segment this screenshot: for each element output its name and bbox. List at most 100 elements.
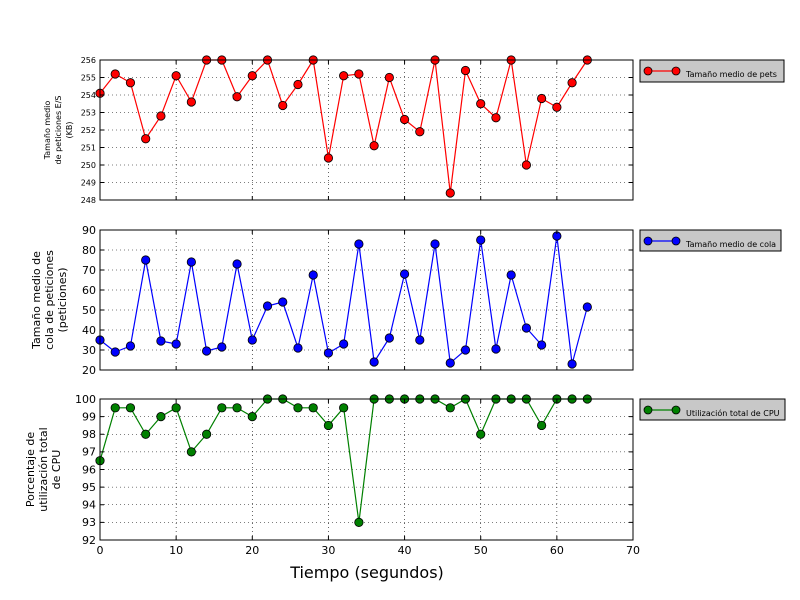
series-markers — [95, 55, 592, 198]
data-point — [278, 297, 288, 307]
data-point — [430, 239, 440, 249]
y-tick-label: 94 — [82, 499, 96, 512]
y-tick-label: 20 — [82, 364, 96, 377]
chart-panel-1: 248 249 250 251 252 253 254 255 256 Tamaño medio d… — [43, 55, 785, 205]
legend-box — [639, 398, 786, 421]
y-axis-label-line: de CPU — [50, 450, 63, 490]
data-point — [125, 78, 136, 88]
data-point — [445, 358, 455, 368]
legend-marker — [643, 405, 653, 415]
y-tick-label: 40 — [82, 324, 96, 337]
y-tick-label: 80 — [82, 244, 96, 257]
data-point — [339, 403, 349, 413]
x-tick-label: 70 — [626, 544, 640, 557]
y-tick-label: 50 — [82, 304, 96, 317]
y-tick-label: 256 — [81, 56, 96, 65]
x-tick-label: 60 — [550, 544, 564, 557]
y-tick-label: 60 — [82, 284, 96, 297]
data-point — [247, 335, 257, 345]
data-point — [156, 111, 166, 121]
data-point — [186, 447, 196, 457]
y-tick-label: 95 — [82, 481, 96, 494]
data-point — [567, 359, 577, 369]
legend: Utilización total de CPU — [639, 398, 786, 421]
data-point — [399, 269, 410, 279]
y-axis-label: Tamaño medio de cola de peticiones (petici… — [30, 250, 69, 350]
y-tick-label: 97 — [82, 446, 96, 459]
y-tick-label: 96 — [82, 463, 96, 476]
x-tick-label: 50 — [474, 544, 488, 557]
data-point — [552, 102, 562, 112]
y-tick-label: 249 — [81, 178, 96, 187]
grid-lines — [99, 59, 634, 201]
y-tick-label: 254 — [81, 91, 96, 100]
data-point — [247, 412, 257, 422]
y-axis-label-line: (KB) — [65, 122, 74, 139]
data-point — [308, 403, 318, 413]
data-point — [369, 357, 379, 367]
data-point — [323, 348, 334, 358]
series-markers — [95, 394, 592, 527]
legend-marker — [671, 236, 681, 246]
data-point — [278, 100, 288, 111]
legend-label: Tamaño medio de pets — [685, 70, 777, 79]
data-point — [110, 403, 120, 413]
data-point — [537, 420, 547, 431]
y-tick-label: 99 — [82, 410, 96, 423]
legend-label: Utilización total de CPU — [686, 408, 780, 418]
data-point — [415, 335, 425, 345]
data-point — [354, 517, 364, 527]
data-point — [323, 153, 334, 163]
x-tick-label: 10 — [169, 544, 183, 557]
data-point — [476, 429, 486, 439]
data-point — [384, 333, 394, 343]
legend-marker — [671, 66, 681, 76]
legend-marker — [643, 66, 653, 76]
y-tick-label: 250 — [81, 161, 96, 170]
y-tick-label: 248 — [81, 196, 96, 205]
chart-panel-3: 0 10 20 30 40 50 60 70 92 93 94 95 96 97 98 99 100 Porcen… — [24, 393, 786, 557]
data-point — [537, 93, 547, 104]
y-axis-label-line: (peticiones) — [56, 267, 69, 332]
data-point — [141, 134, 151, 144]
data-point — [171, 71, 181, 81]
y-axis-label-line: Tamaño medio — [43, 101, 52, 161]
data-point — [339, 71, 349, 81]
legend-marker — [643, 236, 653, 246]
data-point — [262, 301, 273, 311]
data-point — [217, 342, 227, 352]
data-point — [232, 403, 242, 413]
x-tick-label: 40 — [398, 544, 412, 557]
y-tick-label: 90 — [82, 224, 96, 237]
data-point — [232, 92, 242, 102]
data-point — [171, 403, 181, 413]
data-point — [460, 345, 471, 355]
series-markers — [95, 231, 592, 369]
legend-box — [639, 59, 785, 83]
data-point — [415, 127, 425, 137]
y-tick-label: 92 — [82, 534, 96, 547]
axes-frame — [99, 229, 634, 371]
data-point — [232, 259, 242, 269]
data-point — [247, 71, 257, 81]
data-point — [460, 65, 471, 76]
data-point — [141, 429, 151, 439]
data-point — [521, 323, 532, 333]
y-tick-label: 70 — [82, 264, 96, 277]
y-tick-label: 98 — [82, 428, 96, 441]
y-tick-label: 100 — [75, 393, 96, 406]
chart-panel-2: 20 30 40 50 60 70 80 90 Tamaño medio de cola de p… — [30, 224, 782, 377]
x-tick-label: 0 — [97, 544, 104, 557]
data-point — [125, 341, 136, 351]
data-point — [323, 420, 334, 431]
data-point — [476, 99, 486, 109]
data-point — [186, 257, 196, 267]
data-point — [521, 160, 532, 170]
data-point — [537, 340, 547, 350]
data-point — [567, 78, 577, 88]
data-point — [582, 302, 592, 312]
data-point — [445, 403, 455, 413]
y-tick-label: 93 — [82, 516, 96, 529]
data-point — [339, 339, 349, 349]
